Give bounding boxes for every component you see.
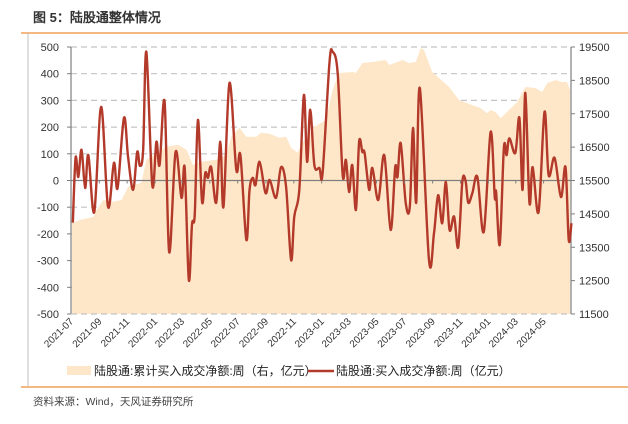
chart-title: 图 5：陆股通整体情况 <box>33 10 161 25</box>
left-tick-label: 200 <box>41 122 59 134</box>
left-tick-label: 500 <box>41 42 59 54</box>
right-tick-label: 16500 <box>579 142 610 154</box>
legend-swatch-area <box>67 366 91 375</box>
left-tick-label: 100 <box>41 149 59 161</box>
x-tick-label: 2022-07 <box>209 316 243 350</box>
x-tick-label: 2022-09 <box>237 316 271 350</box>
legend-label-line: 陆股通:买入成交净额:周（亿元） <box>336 363 511 378</box>
left-tick-label: 0 <box>53 176 59 188</box>
left-tick-label: 300 <box>41 95 59 107</box>
legend-label-area: 陆股通:累计买入成交净额:周（右，亿元） <box>94 363 317 378</box>
left-tick-label: -100 <box>37 202 59 214</box>
right-tick-label: 15500 <box>579 176 610 188</box>
x-tick-label: 2023-03 <box>320 316 354 350</box>
left-tick-label: -200 <box>37 229 59 241</box>
left-tick-label: -500 <box>37 309 59 321</box>
left-tick-label: -400 <box>37 282 59 294</box>
right-tick-label: 19500 <box>579 42 610 54</box>
source-note: 资料来源：Wind，天风证券研究所 <box>33 395 194 408</box>
right-tick-label: 18500 <box>579 75 610 87</box>
x-tick-label: 2024-05 <box>515 316 549 350</box>
x-tick-label: 2022-05 <box>181 316 215 350</box>
x-tick-label: 2021-07 <box>42 316 76 350</box>
legend: 陆股通:累计买入成交净额:周（右，亿元） 陆股通:买入成交净额:周（亿元） <box>67 363 511 378</box>
right-tick-label: 11500 <box>579 309 609 321</box>
x-tick-label: 2023-05 <box>348 316 382 350</box>
left-tick-label: 400 <box>41 69 59 81</box>
right-tick-label: 14500 <box>579 209 610 221</box>
right-axis-ticks: 19500 18500 17500 16500 15500 14500 13500 12500… <box>571 42 610 321</box>
left-tick-label: -300 <box>37 256 59 268</box>
x-tick-label: 2022-03 <box>153 316 187 350</box>
right-tick-label: 17500 <box>579 109 610 121</box>
x-tick-label: 2023-07 <box>376 316 410 350</box>
right-tick-label: 12500 <box>579 276 610 288</box>
x-tick-label: 2023-09 <box>404 316 438 350</box>
left-axis-ticks: 500 400 300 200 100 0 -100 -200 -300 -400 -500 <box>37 42 71 321</box>
right-tick-label: 13500 <box>579 242 610 254</box>
x-tick-label: 2021-09 <box>71 316 105 350</box>
x-tick-label: 2024-03 <box>487 316 521 350</box>
